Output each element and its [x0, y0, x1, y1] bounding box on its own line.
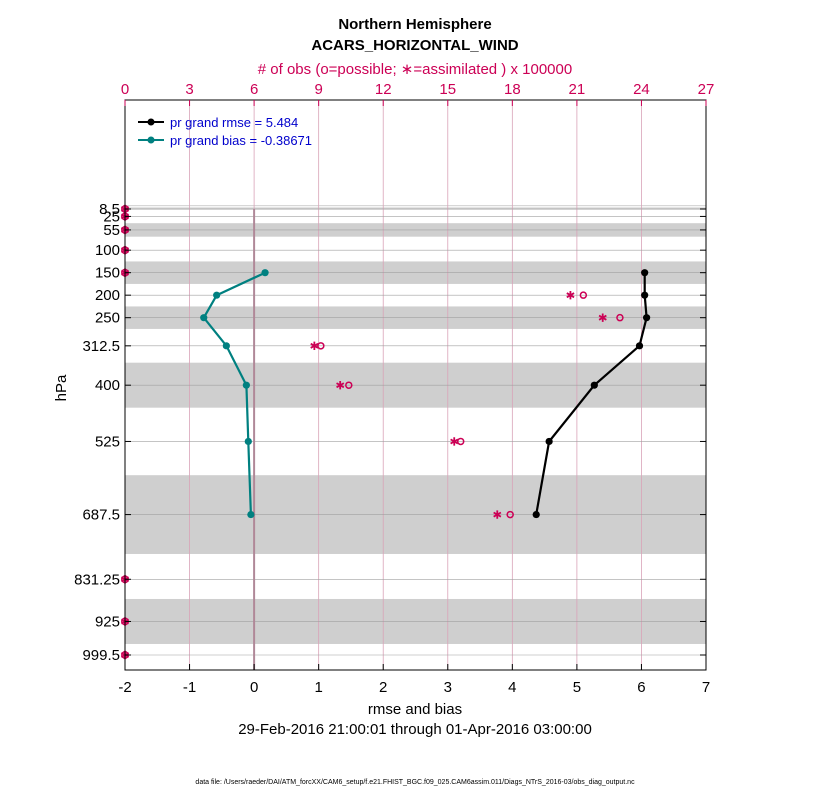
x-tick-label-1: -1 [183, 679, 196, 696]
legend-rmse-text: pr grand rmse = 5.484 [170, 115, 298, 130]
top-tick-label-7: 21 [569, 81, 586, 98]
data-file-footnote: data file: /Users/raeder/DAI/ATM_forcXX/… [195, 779, 635, 786]
top-tick-label-8: 24 [633, 81, 650, 98]
obs-assimilated-7-stroke [310, 342, 319, 349]
x-tick-label-2: 0 [250, 679, 258, 696]
obs-possible-8 [345, 381, 353, 389]
legend-bias-marker [147, 136, 155, 144]
x-tick-label-5: 3 [444, 679, 452, 696]
shaded-layer-bands [125, 205, 706, 644]
top-axis-ticks: 0 3 6 9 12 15 18 21 24 27 [121, 81, 715, 106]
y-tick-label-13: 999.5 [82, 647, 120, 664]
top-tick-label-9: 27 [698, 81, 715, 98]
y-tick-label-7: 312.5 [82, 338, 120, 355]
chart-title: Northern Hemisphere [338, 16, 491, 33]
y-tick-label-10: 687.5 [82, 507, 120, 524]
y-tick-label-1: 25 [103, 208, 120, 225]
legend-rmse-marker [147, 118, 155, 126]
obs-possible-5 [579, 291, 588, 299]
series-layer [200, 269, 651, 519]
shaded-band-0 [125, 205, 706, 207]
obs-assimilated-5 [566, 290, 575, 300]
y-tick-label-4: 150 [95, 265, 120, 282]
rmse-point-1 [641, 291, 649, 299]
x-tick-label-0: -2 [118, 679, 131, 696]
obs-assimilated-8-stroke [336, 382, 345, 389]
obs-assimilated-10 [493, 510, 502, 519]
bias-point-3 [222, 342, 230, 350]
top-tick-label-2: 6 [250, 81, 258, 98]
bias-point-1 [213, 291, 221, 299]
date-range: 29-Feb-2016 21:00:01 through 01-Apr-2016… [238, 721, 592, 738]
obs-assimilated-8 [336, 380, 345, 390]
shaded-band-1 [125, 207, 706, 210]
y-tick-label-12: 925 [95, 613, 120, 630]
rmse-point-4 [590, 381, 598, 389]
obs-possible-7 [317, 342, 325, 350]
top-tick-label-3: 9 [314, 81, 322, 98]
top-tick-label-0: 0 [121, 81, 129, 98]
y-tick-label-3: 100 [95, 242, 120, 259]
obs-assimilated-6 [598, 313, 607, 322]
y-tick-label-5: 200 [95, 287, 120, 304]
x-tick-label-8: 6 [637, 679, 645, 696]
bias-point-6 [247, 510, 255, 519]
bias-point-5 [244, 437, 252, 446]
horizontal-gridlines [125, 208, 706, 656]
y-tick-label-9: 525 [95, 433, 120, 450]
legend-bias-text: pr grand bias = -0.38671 [170, 133, 312, 148]
bottom-axis-ticks: -2 -1 0 1 2 3 4 5 6 7 [118, 664, 710, 696]
x-tick-label-6: 4 [508, 679, 516, 696]
obs-possible-6 [616, 313, 624, 322]
y-tick-label-8: 400 [95, 377, 120, 394]
chart-subtitle: ACARS_HORIZONTAL_WIND [311, 37, 518, 54]
x-axis-label: rmse and bias [368, 701, 462, 718]
obs-assimilated-9 [450, 437, 459, 446]
bias-point-4 [242, 381, 250, 389]
top-tick-label-5: 15 [439, 81, 456, 98]
y-tick-label-2: 55 [103, 222, 120, 239]
rmse-point-3 [635, 342, 644, 350]
x-tick-label-9: 7 [702, 679, 710, 696]
y-tick-label-0: 8.5 [99, 201, 120, 218]
x-tick-label-4: 2 [379, 679, 387, 696]
obs-assimilated-10-stroke [493, 511, 502, 518]
y-tick-label-11: 831.25 [74, 571, 120, 588]
top-tick-label-1: 3 [185, 81, 193, 98]
bias-point-2 [200, 314, 208, 322]
obs-assimilated-5-stroke [566, 292, 575, 299]
obs-assimilated-7 [310, 341, 319, 351]
obs-assimilated-6-stroke [598, 314, 607, 321]
y-axis-label: hPa [53, 374, 70, 401]
rmse-point-2 [643, 314, 651, 322]
rmse-point-6 [532, 510, 540, 519]
top-tick-label-6: 18 [504, 81, 521, 98]
top-axis-label: # of obs (o=possible; ∗=assimilated ) x … [258, 61, 572, 78]
bias-point-0 [261, 269, 269, 277]
obs-possible-10 [506, 510, 514, 519]
x-tick-label-7: 5 [573, 679, 581, 696]
rmse-point-0 [641, 269, 649, 277]
legend: pr grand rmse = 5.484 pr grand bias = -0… [138, 115, 312, 148]
x-tick-label-3: 1 [314, 679, 322, 696]
top-tick-label-4: 12 [375, 81, 392, 98]
obs-assimilated-9-stroke [450, 438, 459, 445]
y-tick-label-6: 250 [95, 310, 120, 327]
obs-possible-9 [456, 437, 465, 446]
rmse-point-5 [545, 437, 553, 446]
